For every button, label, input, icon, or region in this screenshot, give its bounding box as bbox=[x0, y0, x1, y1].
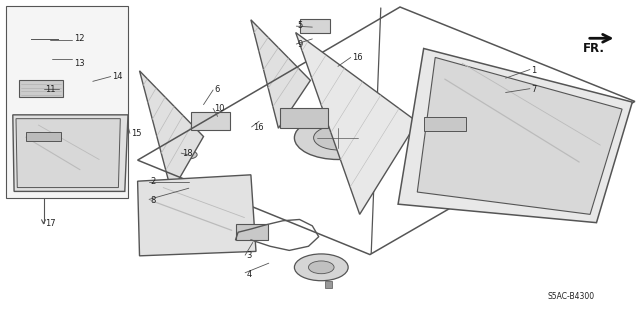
Polygon shape bbox=[138, 175, 256, 256]
Text: 9: 9 bbox=[298, 40, 303, 49]
Bar bbox=[248, 225, 253, 239]
Polygon shape bbox=[140, 71, 204, 192]
Bar bbox=[33, 36, 45, 42]
Circle shape bbox=[294, 116, 381, 160]
Circle shape bbox=[308, 261, 334, 274]
Bar bbox=[436, 118, 441, 125]
Bar bbox=[322, 108, 327, 115]
Polygon shape bbox=[296, 33, 417, 214]
Text: 8: 8 bbox=[150, 197, 156, 205]
Circle shape bbox=[315, 23, 328, 29]
Bar bbox=[305, 108, 310, 115]
Bar bbox=[54, 133, 59, 140]
Polygon shape bbox=[300, 19, 330, 33]
Text: 18: 18 bbox=[182, 149, 193, 158]
Circle shape bbox=[212, 118, 227, 125]
Bar bbox=[325, 281, 332, 288]
Text: 5: 5 bbox=[298, 21, 303, 30]
Bar bbox=[256, 225, 261, 239]
Circle shape bbox=[314, 126, 362, 150]
Circle shape bbox=[40, 57, 47, 61]
Bar bbox=[38, 133, 44, 140]
Circle shape bbox=[300, 23, 313, 29]
Text: 16: 16 bbox=[253, 123, 264, 132]
Polygon shape bbox=[424, 117, 466, 131]
Circle shape bbox=[443, 136, 481, 155]
Polygon shape bbox=[417, 57, 622, 214]
Text: 7: 7 bbox=[531, 85, 536, 94]
Circle shape bbox=[294, 254, 348, 281]
Bar bbox=[262, 225, 268, 239]
Bar bbox=[31, 133, 36, 140]
Circle shape bbox=[186, 153, 192, 156]
Text: 12: 12 bbox=[74, 34, 84, 43]
Polygon shape bbox=[6, 6, 128, 198]
Polygon shape bbox=[19, 80, 63, 97]
Bar bbox=[46, 133, 51, 140]
Bar bbox=[296, 108, 301, 115]
Text: 13: 13 bbox=[74, 59, 84, 68]
Bar bbox=[452, 118, 456, 125]
Text: 10: 10 bbox=[214, 104, 225, 113]
Polygon shape bbox=[280, 108, 328, 128]
Circle shape bbox=[75, 143, 98, 154]
Bar bbox=[36, 36, 40, 39]
Text: 14: 14 bbox=[112, 72, 122, 81]
Text: 1: 1 bbox=[531, 66, 536, 75]
Text: 2: 2 bbox=[150, 177, 156, 186]
Bar bbox=[460, 118, 464, 125]
Text: 11: 11 bbox=[45, 85, 55, 94]
Bar bbox=[287, 108, 292, 115]
Polygon shape bbox=[191, 112, 230, 130]
Polygon shape bbox=[315, 66, 342, 80]
Polygon shape bbox=[16, 119, 120, 188]
Text: S5AC-B4300: S5AC-B4300 bbox=[547, 292, 595, 301]
Text: 4: 4 bbox=[246, 270, 252, 279]
Text: 16: 16 bbox=[352, 53, 363, 62]
Polygon shape bbox=[13, 115, 128, 191]
Circle shape bbox=[180, 151, 197, 159]
Circle shape bbox=[35, 55, 52, 63]
Text: 15: 15 bbox=[131, 130, 141, 138]
Polygon shape bbox=[26, 132, 61, 141]
Bar bbox=[444, 118, 449, 125]
Bar bbox=[314, 108, 319, 115]
Bar bbox=[240, 225, 245, 239]
Text: FR.: FR. bbox=[582, 42, 604, 55]
Polygon shape bbox=[236, 224, 268, 240]
Circle shape bbox=[422, 125, 502, 165]
Polygon shape bbox=[251, 20, 310, 128]
Bar bbox=[429, 118, 433, 125]
Text: 17: 17 bbox=[45, 219, 56, 228]
Polygon shape bbox=[398, 48, 632, 223]
Circle shape bbox=[62, 136, 111, 160]
Text: 6: 6 bbox=[214, 85, 220, 94]
Text: 3: 3 bbox=[246, 251, 252, 260]
Circle shape bbox=[195, 117, 212, 125]
